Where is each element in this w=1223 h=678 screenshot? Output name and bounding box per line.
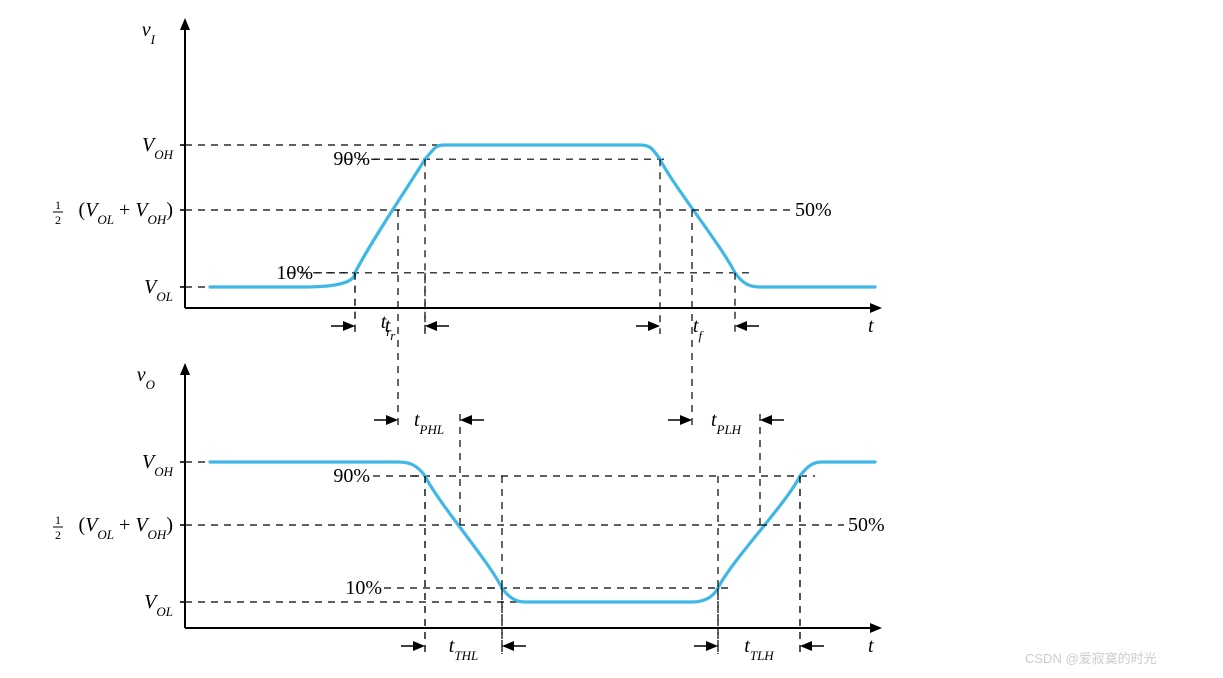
svg-text:VOL: VOL <box>144 276 173 304</box>
svg-text:vI: vI <box>142 19 156 47</box>
svg-text:vO: vO <box>137 364 156 392</box>
svg-text:(VOL + VOH): (VOL + VOH) <box>79 514 173 542</box>
svg-text:2: 2 <box>55 213 61 227</box>
svg-text:tTHL: tTHL <box>449 635 478 663</box>
svg-text:VOH: VOH <box>142 451 174 479</box>
svg-text:VOL: VOL <box>144 591 173 619</box>
svg-text:t: t <box>868 635 874 657</box>
svg-text:tPLH: tPLH <box>711 409 742 437</box>
svg-text:tPHL: tPHL <box>414 409 444 437</box>
svg-text:50%: 50% <box>848 514 885 536</box>
svg-text:50%: 50% <box>795 199 832 221</box>
svg-text:90%: 90% <box>333 465 370 487</box>
svg-text:tf: tf <box>693 315 705 343</box>
svg-text:1: 1 <box>55 198 61 212</box>
svg-text:1: 1 <box>55 513 61 527</box>
svg-text:VOH: VOH <box>142 134 174 162</box>
svg-text:tTLH: tTLH <box>744 635 774 663</box>
svg-text:90%: 90% <box>333 148 370 170</box>
svg-text:(VOL + VOH): (VOL + VOH) <box>79 199 173 227</box>
svg-text:10%: 10% <box>276 262 313 284</box>
svg-text:10%: 10% <box>345 577 382 599</box>
timing-diagram: vIttrtrtfVOHVOL12(VOL + VOH)10%90%50%vOt… <box>0 0 1223 678</box>
svg-text:2: 2 <box>55 528 61 542</box>
svg-text:t: t <box>868 315 874 337</box>
watermark: CSDN @爱寂寞的时光 <box>1025 648 1157 667</box>
